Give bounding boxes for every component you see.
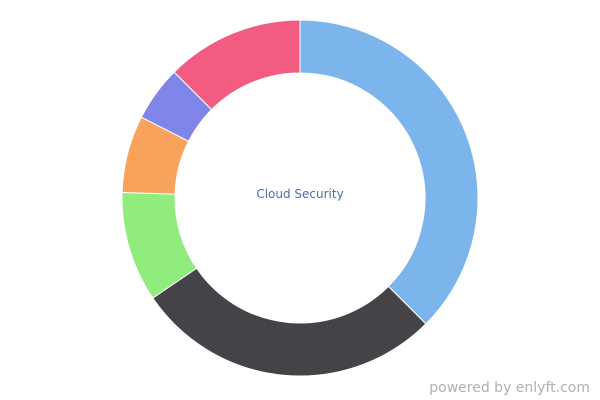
pie-slice-6[interactable] [173, 19, 301, 111]
donut-slices [121, 19, 479, 377]
pie-slice-1[interactable] [299, 19, 479, 325]
watermark: powered by enlyft.com [429, 380, 590, 396]
pie-slice-2[interactable] [152, 267, 427, 377]
center-label: Cloud Security [256, 187, 343, 201]
